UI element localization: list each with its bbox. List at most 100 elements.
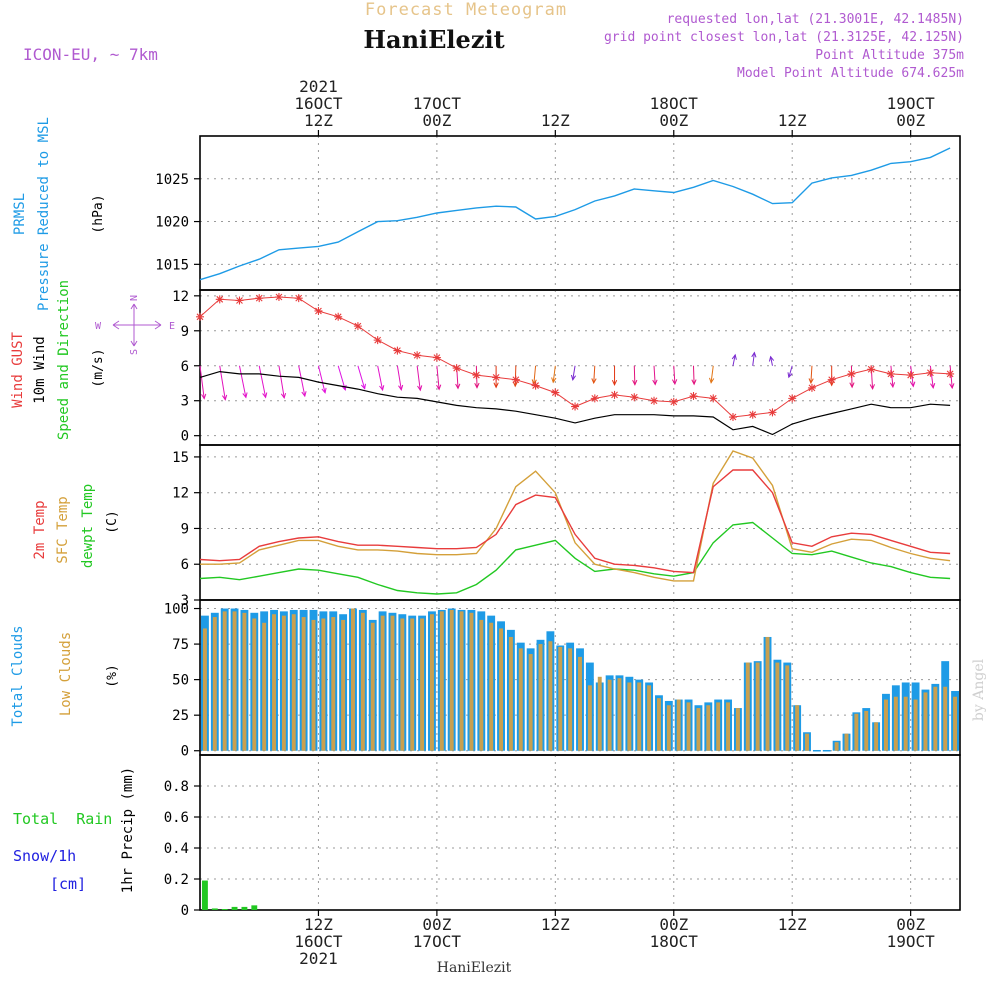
- wind-direction-arrows: [199, 351, 955, 401]
- top-time-label: 16OCT: [294, 94, 343, 113]
- header: Forecast Meteogram HaniElezit ICON-EU, ~…: [23, 0, 964, 81]
- wind-arrow: [788, 365, 793, 378]
- wind-arrow-head: [474, 382, 480, 389]
- low-cloud-bar: [351, 608, 355, 751]
- low-cloud-bar: [242, 612, 247, 751]
- wind-arrow-head: [751, 351, 757, 358]
- rain-bar: [251, 905, 258, 910]
- low-cloud-bar: [528, 654, 533, 751]
- wind-arrow: [593, 365, 596, 384]
- bottom-time-label: 12Z: [541, 915, 570, 934]
- top-time-label: 2021: [299, 77, 338, 96]
- wind-label-gust: Wind GUST: [10, 332, 26, 408]
- low-cloud-bar: [272, 614, 276, 751]
- forecast-subtitle: Forecast Meteogram: [365, 0, 567, 20]
- bottom-time-label: 2021: [299, 949, 338, 968]
- gust-marker: [294, 294, 303, 303]
- pressure-ylabel: (hPa): [91, 194, 106, 233]
- wind-arrow-head: [889, 382, 896, 389]
- sfc-temp-line: [200, 450, 951, 582]
- compass-west: W: [95, 321, 102, 332]
- y-tick-label: 25: [172, 708, 189, 724]
- bottom-time-label: 19OCT: [887, 932, 936, 951]
- compass-arrows: [112, 303, 162, 347]
- gust-marker: [413, 351, 422, 360]
- panel-frame: [199, 754, 961, 911]
- rain-bar: [211, 908, 218, 910]
- wind-arrow: [693, 365, 695, 385]
- y-tick-label: 0: [181, 429, 189, 445]
- clouds-panel: Total Clouds Low Clouds (%) 0 25 50 75 100: [10, 599, 961, 760]
- precip-label-snow: Snow/1h: [13, 847, 76, 865]
- gust-marker: [314, 306, 323, 315]
- low-cloud-bar: [301, 617, 306, 751]
- wind-arrow: [572, 365, 576, 380]
- low-cloud-bar: [341, 619, 346, 751]
- low-cloud-bar: [745, 662, 750, 751]
- wind-arrow-head: [570, 374, 577, 381]
- wind-arrow-head: [808, 378, 814, 385]
- wind-arrow: [890, 365, 894, 388]
- low-cloud-bar: [706, 705, 711, 751]
- top-time-label: 00Z: [422, 111, 451, 130]
- low-cloud-bar: [637, 682, 642, 751]
- low-cloud-bar: [252, 618, 257, 751]
- wind-arrow: [436, 365, 440, 390]
- low-cloud-bar: [844, 733, 849, 751]
- low-cloud-bar: [479, 619, 484, 751]
- temp-ylabel: (C): [105, 510, 120, 533]
- gust-marker: [353, 322, 362, 331]
- wind-arrow-head: [591, 378, 597, 385]
- gust-marker: [728, 413, 737, 422]
- wind-arrow: [416, 365, 421, 391]
- gust-marker: [709, 394, 718, 403]
- low-cloud-bar: [499, 628, 504, 751]
- requested-coords: requested lon,lat (21.3001E, 42.1485N): [667, 12, 964, 27]
- low-cloud-bar: [202, 628, 207, 751]
- y-tick-label: 6: [181, 359, 189, 375]
- wind-arrow-head: [949, 383, 955, 390]
- point-altitude: Point Altitude 375m: [815, 48, 964, 63]
- low-cloud-bar: [607, 679, 612, 751]
- closest-coords: grid point closest lon,lat (21.3125E, 42…: [604, 30, 964, 45]
- gust-marker: [886, 369, 895, 378]
- y-tick-label: 100: [164, 602, 189, 618]
- low-cloud-bar: [390, 615, 395, 751]
- gust-marker: [235, 296, 244, 305]
- low-cloud-bar: [232, 611, 237, 751]
- low-cloud-bar: [765, 636, 770, 751]
- gust-marker: [196, 312, 204, 321]
- y-tick-label: 1025: [155, 172, 189, 188]
- wind-arrow-head: [849, 382, 855, 389]
- y-tick-label: 6: [181, 557, 189, 573]
- wind-arrow-head: [201, 393, 207, 400]
- bottom-time-label: 12Z: [778, 915, 807, 934]
- wind-arrow-head: [436, 384, 442, 391]
- pressure-panel: PRMSL Pressure Reduced to MSL (hPa) 1015…: [12, 117, 961, 311]
- low-cloud-bar: [627, 682, 632, 751]
- low-cloud-bar: [429, 614, 434, 751]
- compass-east: E: [169, 321, 175, 332]
- gust-marker: [689, 392, 698, 401]
- gust-marker: [926, 368, 935, 377]
- wind-arrow: [552, 365, 556, 383]
- station-title: HaniElezit: [363, 25, 504, 54]
- wind-arrow: [710, 365, 714, 383]
- low-cloud-bar: [923, 692, 928, 751]
- wind-arrow: [258, 365, 267, 398]
- low-cloud-bar: [222, 611, 227, 751]
- wind-arrow-head: [671, 379, 678, 386]
- wind-arrow: [653, 365, 656, 385]
- wind-arrow-head: [768, 355, 775, 362]
- low-cloud-bar: [903, 696, 908, 751]
- model-altitude: Model Point Altitude 674.625m: [737, 66, 964, 81]
- gust-marker: [452, 364, 461, 373]
- dewpoint-line: [199, 521, 951, 595]
- low-cloud-bar: [696, 708, 701, 751]
- low-cloud-bar: [874, 722, 879, 751]
- gust-marker: [472, 371, 481, 380]
- low-cloud-bar: [469, 612, 474, 751]
- temp-2m-line: [199, 469, 951, 574]
- low-cloud-bar: [795, 705, 800, 751]
